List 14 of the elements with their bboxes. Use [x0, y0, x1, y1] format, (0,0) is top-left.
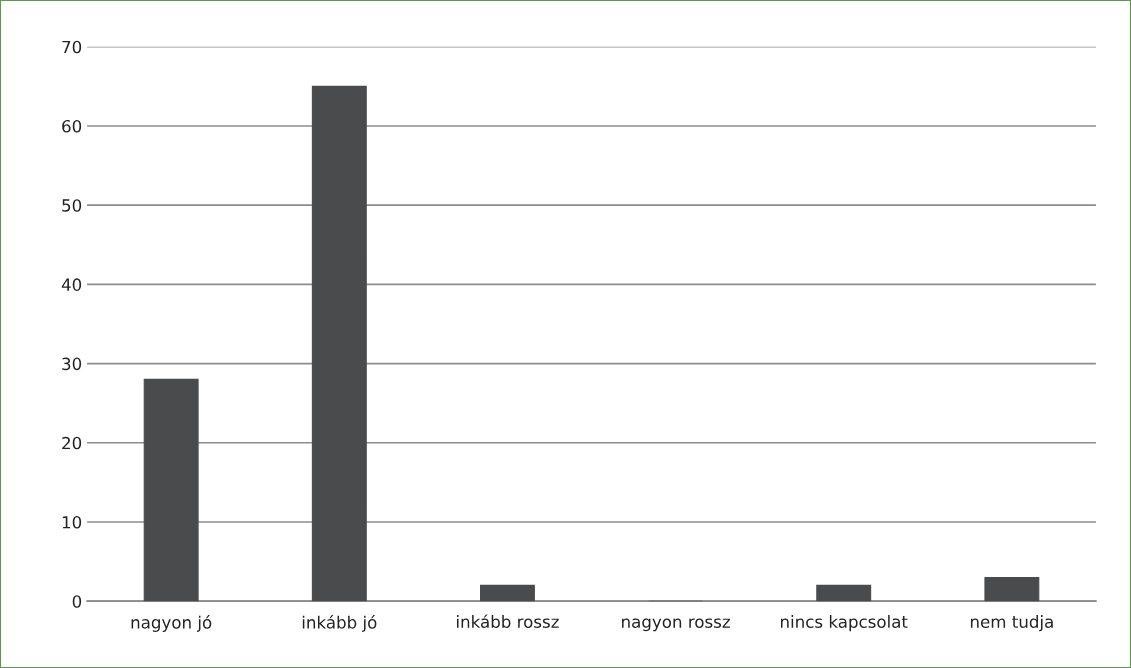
y-tick-label: 0	[72, 595, 82, 608]
x-tick-label: nincs kapcsolat	[781, 615, 908, 632]
y-tick-label: 70	[62, 40, 82, 54]
x-tick-label: inkább rossz	[457, 614, 559, 628]
x-tick-label: inkább jó	[302, 615, 377, 632]
x-tick-label: nagyon rossz	[622, 618, 730, 632]
y-tick-label: 40	[61, 278, 82, 291]
y-tick-label: 20	[62, 436, 82, 450]
x-tick-label: nem tudja	[970, 615, 1053, 632]
y-tick-label: 10	[62, 515, 82, 529]
y-tick-label: 50	[62, 199, 82, 212]
y-tick-label: 30	[62, 357, 82, 371]
y-tick-label: 60	[62, 119, 82, 133]
x-tick-label: nagyon jó	[131, 615, 212, 632]
